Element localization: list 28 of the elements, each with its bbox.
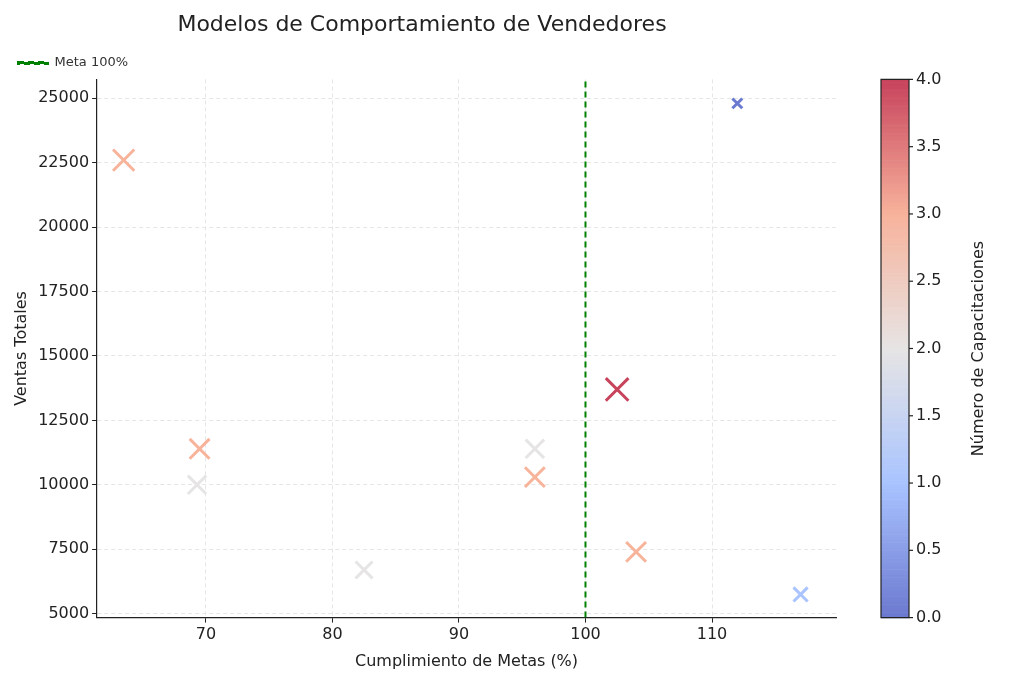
y-tick-label: 20000 [38, 216, 90, 236]
x-axis-title: Cumplimiento de Metas (%) [355, 650, 579, 670]
x-tick-label: 110 [696, 624, 728, 644]
color-bar-label: 2.5 [916, 270, 942, 290]
y-tick-label: 10000 [38, 474, 90, 494]
x-tick-label: 90 [448, 624, 470, 644]
color-bar-label: 4.0 [916, 68, 942, 88]
chart-title: Modelos de Comportamiento de Vendedores [177, 10, 667, 36]
color-bar-label: 1.5 [916, 404, 942, 424]
y-tick-label: 5000 [48, 602, 90, 622]
x-tick-label: 100 [570, 624, 601, 644]
x-tick-label: 70 [195, 624, 217, 644]
color-bar-label: 1.0 [916, 472, 942, 492]
y-tick-label: 12500 [38, 409, 90, 429]
color-bar-label: 3.0 [916, 203, 942, 223]
legend-label: Meta 100% [54, 54, 129, 70]
y-tick-label: 15000 [38, 345, 90, 365]
y-axis-title: Ventas Totales [10, 291, 30, 406]
x-tick-label: 80 [322, 624, 343, 644]
color-bar-label: 0.0 [916, 606, 942, 626]
color-bar-label: 2.0 [916, 337, 942, 357]
y-tick-label: 22500 [38, 151, 90, 171]
y-tick-label: 17500 [38, 280, 90, 300]
y-tick-label: 25000 [38, 87, 90, 107]
color-bar-label: 0.5 [916, 539, 942, 559]
color-bar-label: 3.5 [916, 135, 942, 155]
y-tick-label: 7500 [48, 538, 90, 558]
color-bar-title: Número de Capacitaciones [968, 240, 988, 457]
